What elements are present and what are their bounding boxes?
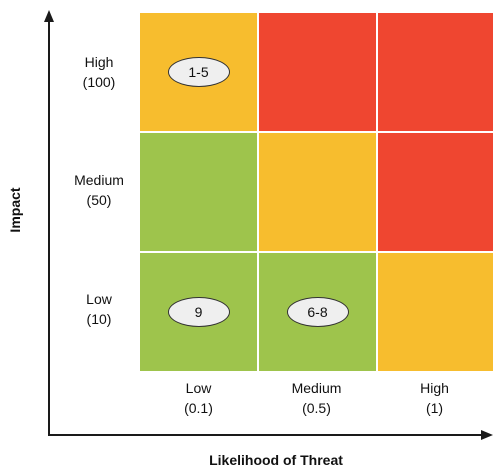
column-label-value: (0.1) (184, 400, 213, 416)
row-label-value: (50) (86, 192, 112, 208)
y-axis-arrow-icon (44, 10, 54, 22)
cell-medium-impact-low-likelihood (140, 133, 257, 251)
cell-medium-impact-high-likelihood (378, 133, 493, 251)
column-label-name: High (420, 380, 449, 396)
row-label-low: Low (10) (58, 289, 140, 329)
cell-low-impact-medium-likelihood: 6-8 (259, 253, 376, 371)
row-label-name: High (84, 54, 114, 70)
cell-high-impact-low-likelihood: 1-5 (140, 13, 257, 131)
y-axis-line (48, 20, 50, 435)
row-label-name: Low (86, 291, 112, 307)
marker-oval: 1-5 (167, 57, 230, 87)
marker-oval: 9 (167, 297, 230, 327)
column-label-name: Low (185, 380, 212, 396)
row-label-high: High (100) (58, 52, 140, 92)
cell-medium-impact-medium-likelihood (259, 133, 376, 251)
column-label-value: (1) (425, 400, 444, 416)
column-label-low: Low (0.1) (140, 378, 257, 418)
row-label-value: (100) (82, 74, 116, 90)
cell-high-impact-medium-likelihood (259, 13, 376, 131)
column-label-high: High (1) (376, 378, 493, 418)
row-label-medium: Medium (50) (58, 170, 140, 210)
y-axis-title: Impact (7, 187, 23, 233)
risk-matrix-grid: 1-5 9 6-8 (140, 13, 493, 371)
column-label-name: Medium (291, 380, 342, 396)
x-axis-title: Likelihood of Threat (209, 452, 343, 468)
cell-low-impact-low-likelihood: 9 (140, 253, 257, 371)
x-axis-line (48, 434, 485, 436)
x-axis-arrow-icon (481, 430, 493, 440)
marker-oval: 6-8 (286, 297, 349, 327)
cell-low-impact-high-likelihood (378, 253, 493, 371)
row-label-name: Medium (74, 172, 124, 188)
column-label-value: (0.5) (302, 400, 331, 416)
column-label-medium: Medium (0.5) (258, 378, 375, 418)
row-label-value: (10) (86, 311, 112, 327)
cell-high-impact-high-likelihood (378, 13, 493, 131)
